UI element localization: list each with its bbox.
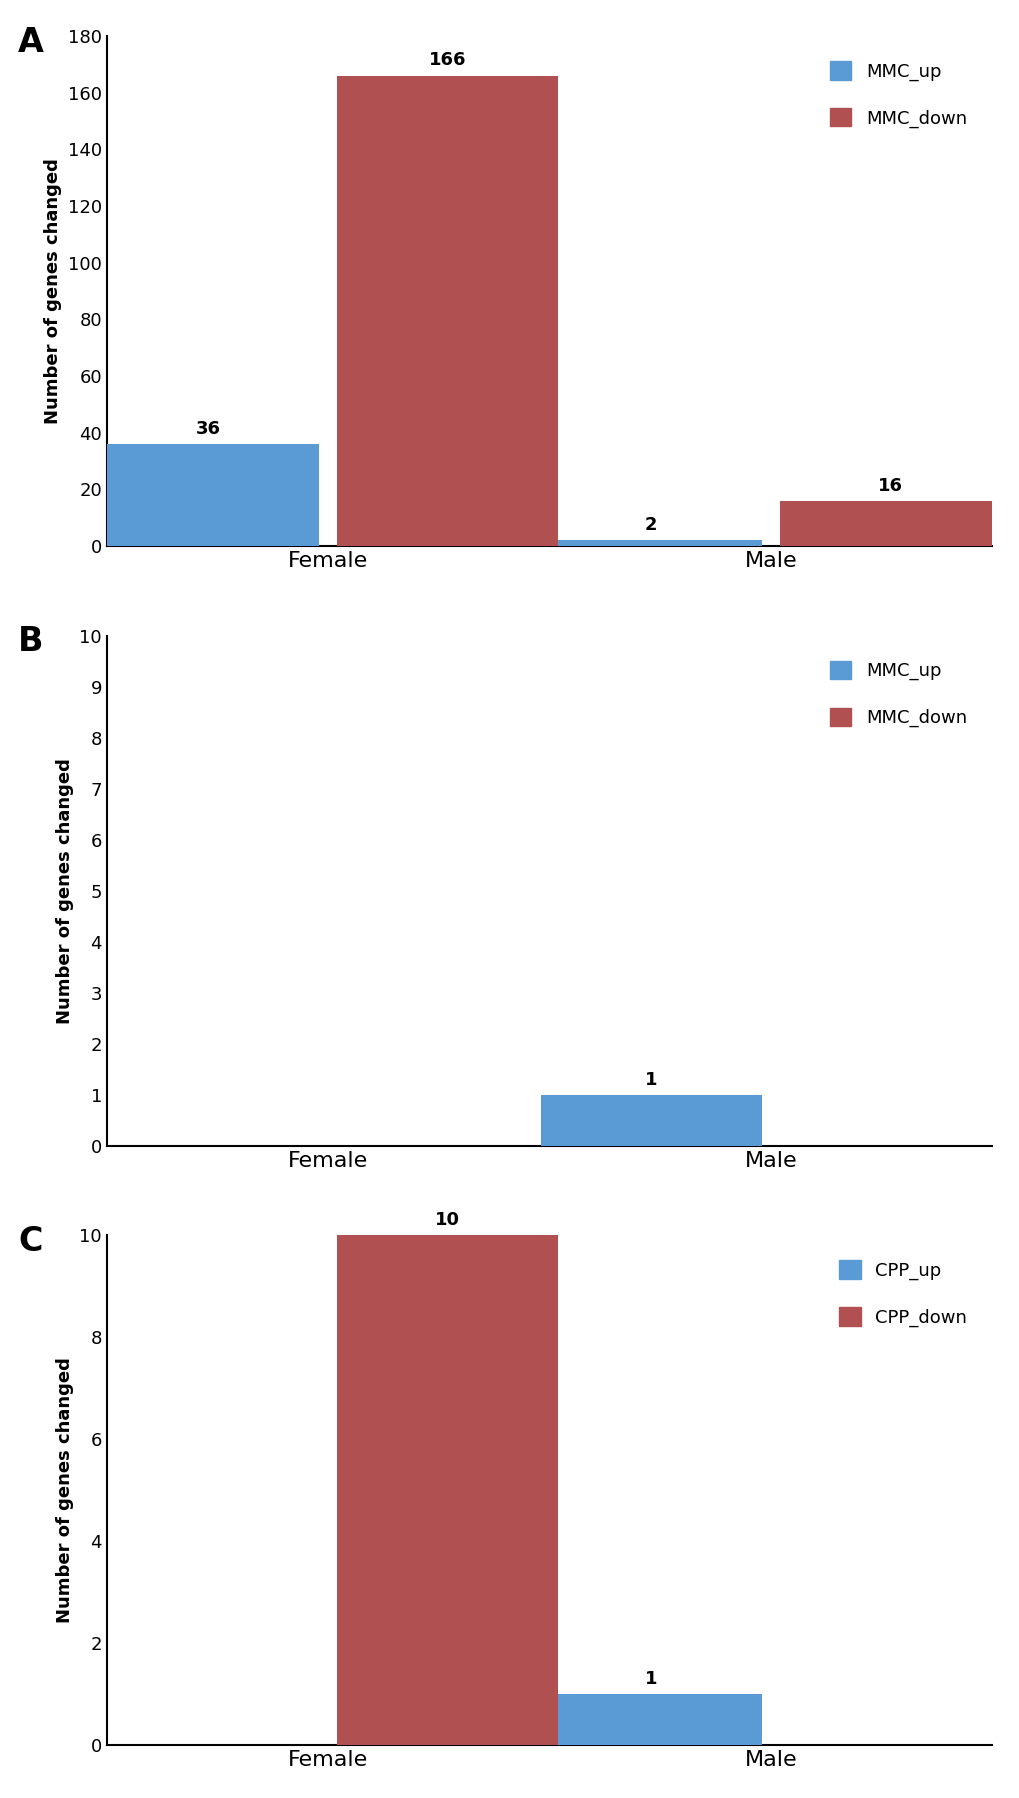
Text: 16: 16 bbox=[877, 476, 902, 494]
Text: 1: 1 bbox=[644, 1670, 657, 1688]
Text: A: A bbox=[18, 25, 44, 59]
Bar bbox=[540, 541, 761, 547]
Bar bbox=[98, 444, 319, 547]
Bar bbox=[336, 1235, 557, 1746]
Legend: CPP_up, CPP_down: CPP_up, CPP_down bbox=[830, 1253, 973, 1334]
Text: 36: 36 bbox=[196, 421, 221, 439]
Legend: MMC_up, MMC_down: MMC_up, MMC_down bbox=[821, 654, 973, 734]
Text: 166: 166 bbox=[429, 52, 466, 70]
Text: C: C bbox=[18, 1224, 43, 1259]
Text: B: B bbox=[18, 626, 44, 658]
Y-axis label: Number of genes changed: Number of genes changed bbox=[44, 158, 62, 424]
Legend: MMC_up, MMC_down: MMC_up, MMC_down bbox=[821, 54, 973, 135]
Bar bbox=[540, 1694, 761, 1746]
Text: 1: 1 bbox=[644, 1070, 657, 1088]
Bar bbox=[336, 76, 557, 547]
Y-axis label: Number of genes changed: Number of genes changed bbox=[56, 1357, 73, 1624]
Bar bbox=[540, 1095, 761, 1145]
Text: 10: 10 bbox=[435, 1212, 460, 1230]
Bar bbox=[779, 502, 1000, 547]
Y-axis label: Number of genes changed: Number of genes changed bbox=[56, 757, 73, 1023]
Text: 2: 2 bbox=[644, 516, 657, 534]
